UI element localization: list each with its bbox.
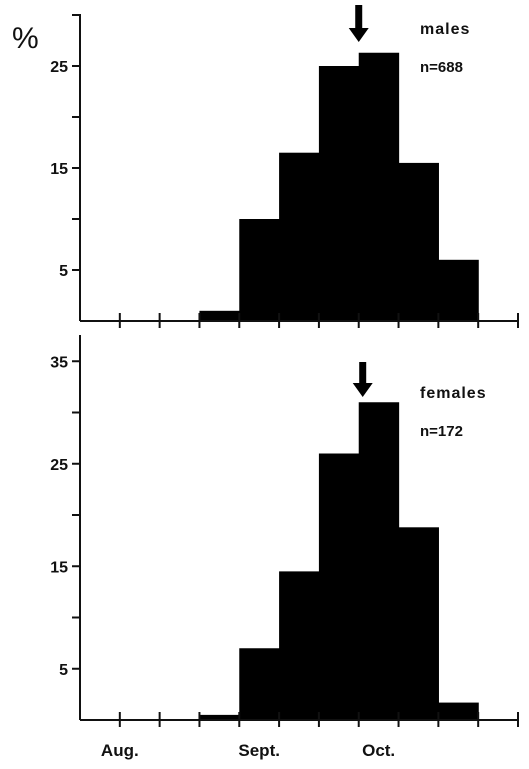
females-bar-1 — [199, 714, 240, 721]
males-bar-1 — [199, 310, 240, 321]
males-bar-6 — [398, 162, 439, 321]
males-bar-4 — [318, 66, 360, 321]
down-arrow-icon — [352, 362, 373, 397]
males-bar-2 — [239, 219, 280, 321]
females-panel-label: females — [420, 385, 487, 402]
y-unit-label: % — [12, 22, 39, 55]
females-bar-2 — [239, 648, 280, 720]
females-panel: 5 15 25 35 females n=172 — [50, 335, 519, 727]
males-panel: 5 15 25% males n=688 — [12, 5, 519, 328]
males-y-tick-label: 5 — [59, 263, 68, 280]
x-month-label: Sept. — [238, 741, 280, 760]
x-month-label: Aug. — [101, 741, 139, 760]
males-bar-5 — [358, 52, 400, 322]
females-y-tick-label: 35 — [50, 354, 68, 371]
down-arrow-icon — [348, 5, 369, 42]
females-y-tick-label: 25 — [50, 457, 68, 474]
males-n-label: n=688 — [420, 59, 463, 76]
males-bar-3 — [279, 152, 320, 321]
x-month-label: Oct. — [362, 741, 395, 760]
males-y-tick-label: 15 — [50, 161, 68, 178]
females-y-tick-label: 15 — [50, 559, 68, 576]
females-bar-7 — [438, 702, 479, 720]
females-n-label: n=172 — [420, 423, 463, 440]
females-bar-4 — [318, 453, 360, 720]
females-y-tick-label: 5 — [59, 662, 68, 679]
females-bar-5 — [358, 402, 400, 720]
males-y-tick-label: 25 — [50, 59, 68, 76]
females-bar-6 — [398, 527, 439, 720]
females-bar-3 — [279, 571, 320, 721]
males-panel-label: males — [420, 21, 470, 38]
males-bar-7 — [438, 259, 479, 321]
x-axis-month-labels: Aug. Sept. Oct. — [101, 741, 395, 760]
